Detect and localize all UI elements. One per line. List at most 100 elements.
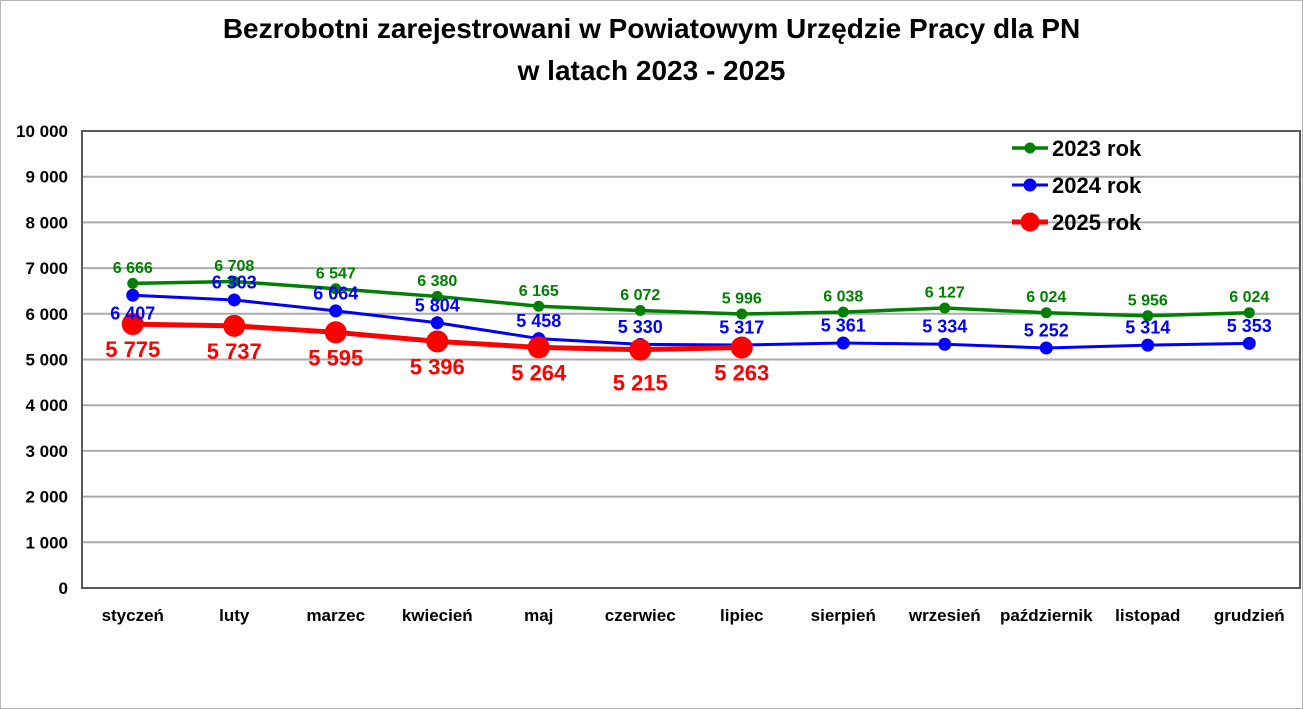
x-axis-label: sierpień — [811, 606, 876, 625]
data-label-2023: 6 127 — [925, 284, 965, 301]
data-point-2025 — [527, 336, 550, 359]
data-label-2023: 5 956 — [1128, 292, 1168, 309]
data-label-2025: 5 775 — [105, 337, 160, 362]
legend-label-2023: 2023 rok — [1052, 136, 1142, 161]
data-label-2024: 5 353 — [1227, 316, 1272, 336]
plot-border — [81, 130, 1301, 589]
data-point-2023 — [1243, 307, 1255, 319]
data-label-2024: 5 314 — [1125, 318, 1170, 338]
data-point-2023 — [228, 275, 240, 287]
data-point-2025 — [324, 321, 347, 344]
x-axis-label: czerwiec — [605, 606, 676, 625]
legend-marker-dot-2025 — [1020, 212, 1040, 232]
y-axis-tick-label: 6 000 — [25, 305, 68, 324]
data-label-2025: 5 215 — [613, 371, 668, 396]
data-label-2024: 5 330 — [618, 317, 663, 337]
data-point-2025 — [223, 314, 246, 337]
x-axis-label: grudzień — [1214, 606, 1285, 625]
data-label-2025: 5 396 — [410, 354, 465, 379]
data-point-2023 — [431, 290, 443, 302]
legend-marker-dot-2024 — [1023, 178, 1037, 192]
legend-marker-dot-2023 — [1024, 142, 1036, 154]
data-label-2024: 5 804 — [415, 295, 460, 315]
legend-item-2024: 2024 rok — [1012, 173, 1142, 198]
chart-title: Bezrobotni zarejestrowani w Powiatowym U… — [0, 8, 1303, 92]
chart-legend: 2023 rok 2024 rok 2025 rok — [1012, 136, 1142, 235]
y-axis-tick-label: 3 000 — [25, 442, 68, 461]
data-point-2023 — [736, 308, 748, 320]
y-axis-tick-label: 5 000 — [25, 351, 68, 370]
data-label-2024: 5 252 — [1024, 320, 1069, 340]
data-label-2024: 5 361 — [821, 316, 866, 336]
chart-title-line2: w latach 2023 - 2025 — [517, 55, 786, 86]
chart-title-line1: Bezrobotni zarejestrowani w Powiatowym U… — [222, 13, 1081, 44]
x-axis-label: marzec — [306, 606, 365, 625]
x-axis-label: październik — [1000, 606, 1093, 625]
data-label-2025: 5 264 — [511, 360, 567, 385]
data-label-2024: 6 303 — [212, 272, 257, 292]
x-axis-label: styczeń — [102, 606, 164, 625]
data-label-2023: 6 666 — [113, 260, 153, 277]
data-point-2025 — [629, 338, 652, 361]
data-label-2023: 6 024 — [1026, 289, 1066, 306]
x-axis-label: wrzesień — [908, 606, 981, 625]
legend-item-2025: 2025 rok — [1012, 210, 1142, 235]
y-axis-tick-label: 10 000 — [16, 122, 68, 141]
data-label-2024: 5 458 — [516, 311, 561, 331]
data-point-2024 — [938, 337, 952, 351]
series-line-2023 — [131, 279, 1251, 318]
data-point-2023 — [330, 283, 342, 295]
x-axis-label: kwiecień — [402, 606, 473, 625]
data-label-2023: 6 024 — [1229, 289, 1269, 306]
data-point-2025 — [426, 330, 449, 353]
data-point-2024 — [430, 316, 444, 330]
data-point-2024 — [836, 336, 850, 350]
data-point-2023 — [939, 302, 951, 314]
data-label-2023: 6 708 — [214, 258, 254, 275]
x-axis-label: maj — [524, 606, 553, 625]
y-axis-tick-label: 7 000 — [25, 259, 68, 278]
y-axis-tick-label: 4 000 — [25, 396, 68, 415]
data-label-2025: 5 263 — [714, 360, 769, 385]
data-point-2025 — [121, 313, 144, 336]
data-point-2025 — [730, 336, 753, 359]
x-axis-label: lipiec — [720, 606, 763, 625]
y-axis-tick-label: 0 — [59, 579, 68, 598]
data-point-2023 — [533, 300, 545, 312]
data-point-2024 — [1039, 341, 1053, 355]
data-point-2024 — [227, 293, 241, 307]
legend-label-2025: 2025 rok — [1052, 210, 1142, 235]
data-label-2023: 6 165 — [519, 283, 559, 300]
y-axis-tick-label: 1 000 — [25, 533, 68, 552]
data-label-2023: 6 072 — [620, 287, 660, 304]
data-point-2023 — [1142, 310, 1154, 322]
data-label-2023: 5 996 — [722, 290, 762, 307]
data-label-2023: 6 038 — [823, 289, 863, 306]
data-point-2023 — [634, 305, 646, 317]
data-point-2023 — [837, 306, 849, 318]
series-line-2024 — [131, 293, 1251, 350]
data-label-2024: 5 334 — [922, 317, 967, 337]
data-label-2023: 6 547 — [316, 265, 356, 282]
legend-item-2023: 2023 rok — [1012, 136, 1142, 161]
legend-label-2024: 2024 rok — [1052, 173, 1142, 198]
data-point-2023 — [1040, 307, 1052, 319]
y-axis-tick-label: 2 000 — [25, 488, 68, 507]
y-axis-tick-label: 9 000 — [25, 168, 68, 187]
data-label-2025: 5 595 — [308, 345, 363, 370]
data-label-2024: 6 064 — [313, 283, 358, 303]
data-label-2025: 5 737 — [207, 339, 262, 364]
data-label-2023: 6 380 — [417, 273, 457, 290]
x-axis-label: listopad — [1115, 606, 1180, 625]
data-point-2024 — [1141, 338, 1155, 352]
y-axis-tick-label: 8 000 — [25, 213, 68, 232]
data-point-2024 — [1242, 336, 1256, 350]
x-axis-label: luty — [219, 606, 250, 625]
data-label-2024: 5 317 — [719, 318, 764, 338]
data-point-2023 — [127, 277, 139, 289]
data-label-2024: 6 407 — [110, 304, 155, 324]
data-point-2024 — [329, 304, 343, 318]
data-point-2024 — [126, 288, 140, 302]
